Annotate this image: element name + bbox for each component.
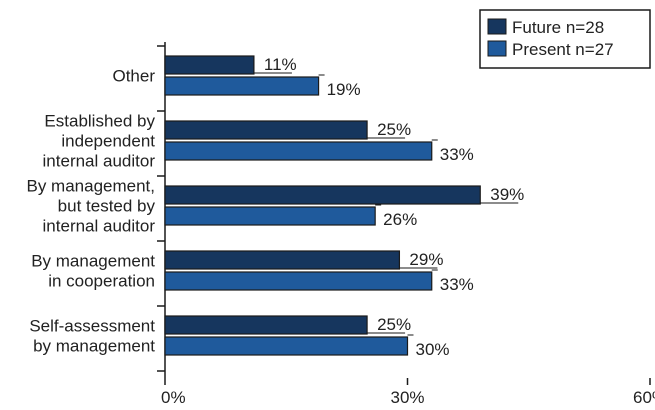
category-label: independent [61, 132, 155, 151]
legend-label: Present n=27 [512, 40, 614, 59]
x-tick-label: 60% [633, 388, 655, 407]
bar-present [164, 76, 320, 96]
legend-label: Future n=28 [512, 18, 604, 37]
legend-swatch [487, 40, 507, 57]
bar-future [164, 315, 368, 335]
data-label: 29% [409, 250, 443, 269]
bar-present [164, 336, 409, 356]
data-label: 26% [383, 210, 417, 229]
category-label: By management, [26, 177, 155, 196]
data-label: 33% [440, 275, 474, 294]
category-label: in cooperation [48, 272, 155, 291]
bar-present [164, 206, 376, 226]
legend-box [479, 9, 651, 69]
category-label: by management [33, 337, 155, 356]
x-tick-label: 30% [390, 388, 424, 407]
category-label: Established by [44, 112, 155, 131]
data-label: 19% [327, 80, 361, 99]
bar-future [164, 55, 255, 75]
data-label: 11% [264, 55, 297, 74]
category-label: internal auditor [43, 217, 156, 236]
bar-future [164, 250, 401, 270]
bar-future [164, 185, 481, 205]
category-label: Other [112, 67, 155, 86]
category-label: but tested by [58, 197, 156, 216]
legend-swatch [487, 18, 507, 35]
category-label: Self-assessment [29, 317, 155, 336]
bar-present [164, 271, 433, 291]
data-label: 30% [416, 340, 450, 359]
x-tick-label: 0% [161, 388, 186, 407]
category-label: internal auditor [43, 152, 156, 171]
bar-future [164, 120, 368, 140]
category-label: By management [31, 252, 155, 271]
data-label: 25% [377, 120, 411, 139]
data-label: 33% [440, 145, 474, 164]
bar-present [164, 141, 433, 161]
data-label: 25% [377, 315, 411, 334]
data-label: 39% [490, 185, 524, 204]
